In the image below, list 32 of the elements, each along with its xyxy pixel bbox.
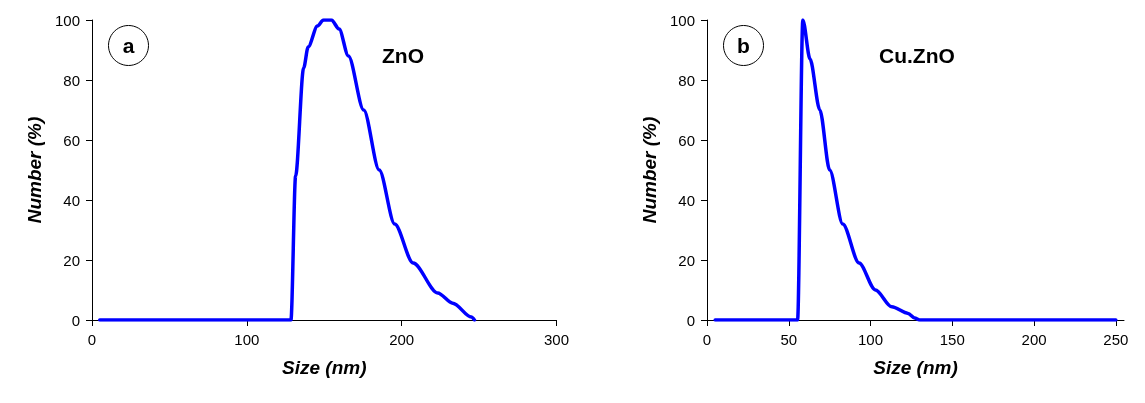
y-tick-label: 0 (71, 311, 80, 329)
y-tick-label: 60 (678, 131, 695, 149)
x-tick-label: 0 (702, 331, 712, 348)
y-tick-label: 20 (678, 251, 695, 269)
y-tick-label: 40 (678, 191, 695, 209)
annotation: a (122, 34, 135, 57)
x-tick-label: 300 (543, 331, 569, 348)
x-tick-label: 200 (389, 331, 415, 348)
y-tick-label: 40 (63, 191, 80, 209)
y-tick-label: 100 (54, 11, 80, 29)
x-tick-label: 100 (234, 331, 260, 348)
line-series (713, 18, 1118, 322)
x-tick-label: 150 (939, 331, 965, 348)
y-axis-title: Number (%) (639, 116, 661, 224)
x-tick-label: 200 (1021, 331, 1047, 348)
y-tick-label: 60 (63, 131, 80, 149)
annotation: Cu.ZnO (879, 44, 955, 67)
y-tick-label: 20 (63, 251, 80, 269)
x-tick-label: 100 (858, 331, 884, 348)
annotation: b (737, 34, 750, 57)
x-axis-title: Size (nm) (873, 357, 958, 378)
y-tick-label: 0 (686, 311, 695, 329)
y-tick-label: 80 (63, 71, 80, 89)
y-tick-label: 80 (678, 71, 695, 89)
annotation: ZnO (382, 44, 424, 67)
x-tick-label: 50 (780, 331, 798, 348)
x-axis-title: Size (nm) (282, 357, 367, 378)
x-tick-label: 250 (1103, 331, 1129, 348)
x-tick-label: 0 (87, 331, 97, 348)
line-series (97, 18, 477, 322)
y-tick-label: 100 (669, 11, 695, 29)
y-axis-title: Number (%) (24, 116, 46, 224)
